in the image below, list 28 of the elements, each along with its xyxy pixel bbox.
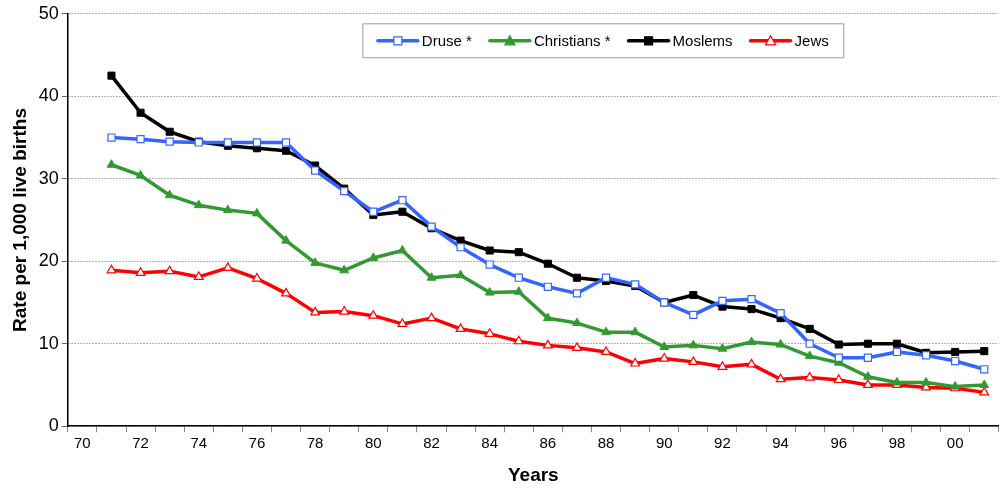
y-tick-label: 40 [38,85,59,106]
legend-label: Druse * [421,31,473,49]
x-tick-label: 98 [888,434,906,452]
x-tick-label: 92 [714,434,731,452]
y-tick-label: 30 [38,167,59,188]
x-tick-label: 74 [190,434,208,452]
x-tick-label: 86 [539,434,557,452]
x-tick-label: 00 [946,434,964,452]
x-tick-label: 70 [74,434,91,452]
x-tick-label: 84 [481,434,499,452]
x-tick-label: 72 [132,434,149,452]
legend-label: Jews [794,31,829,49]
x-tick-label: 90 [655,434,673,452]
x-tick-label: 88 [597,434,615,452]
y-axis-title: Rate per 1,000 live births [8,108,30,332]
y-tick-label: 50 [38,2,59,23]
y-tick-label: 0 [48,415,59,436]
x-tick-label: 82 [423,434,440,452]
y-tick-label: 20 [38,250,59,271]
x-tick-label: 78 [306,434,324,452]
x-axis-title: Years [507,463,559,485]
legend-label: Christians * [533,31,611,49]
x-tick-label: 94 [772,434,789,452]
x-tick-label: 80 [364,434,382,452]
x-tick-label: 76 [248,434,266,452]
legend-label: Moslems [672,31,733,49]
x-tick-label: 96 [830,434,848,452]
y-tick-label: 10 [38,332,59,353]
